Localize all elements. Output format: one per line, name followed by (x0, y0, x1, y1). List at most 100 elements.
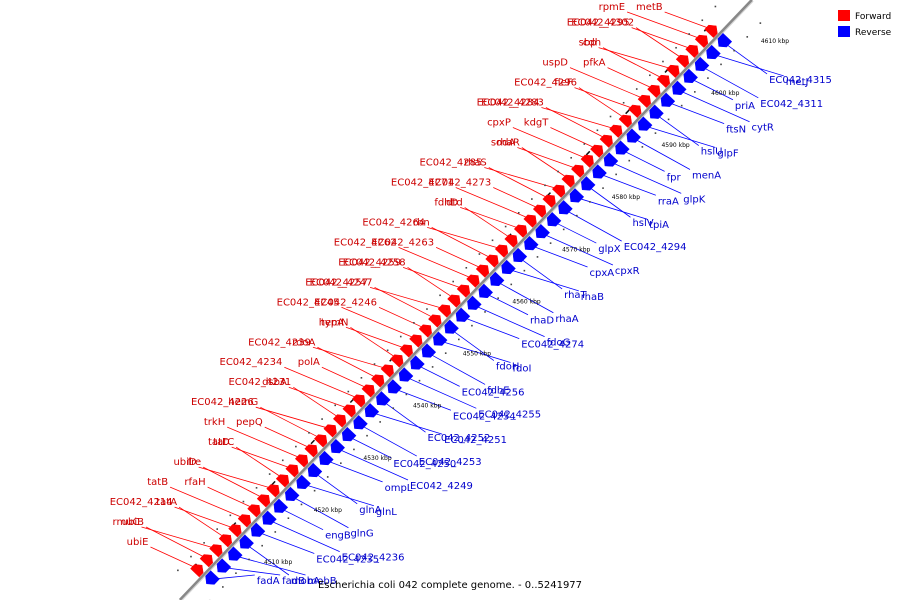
leader-line (312, 346, 390, 370)
gene-label-ec042-4253: EC042_4253 (419, 457, 482, 468)
leader-line (278, 507, 324, 531)
gene-label-rbn: rbn (413, 217, 430, 228)
gene-ec042-4274-arrow (455, 307, 471, 322)
gene-dsba-arrow (342, 404, 356, 418)
leader-line (598, 47, 675, 71)
leader-line (398, 247, 475, 280)
gene-fdoh-arrow (444, 319, 459, 334)
tick-label: 4550 kbp (463, 351, 491, 358)
gene-label-ec042-4236: EC042_4236 (342, 553, 405, 564)
gene-label-fdhe: fdhE (487, 385, 510, 396)
gene-label-tatd: tatD (208, 437, 230, 448)
gene-mobb-arrow (228, 546, 243, 561)
gene-label-ec042-4271: EC042_4271 (391, 177, 454, 188)
gene-label-cpxa: cpxA (590, 268, 615, 279)
leader-line (426, 352, 486, 385)
gene-cpxp-arrow (580, 154, 594, 168)
genome-caption: Escherichia coli 042 complete genome. - … (318, 580, 582, 591)
gene-label-ec042-4258: EC042_4258 (343, 257, 406, 268)
legend: Forward Reverse (838, 10, 892, 38)
tick-label: 4610 kbp (761, 38, 789, 45)
gene-label-pfka: pfkA (583, 58, 606, 69)
gene-label-fdoi: fdoI (512, 363, 531, 374)
gene-rpme-arrow (694, 34, 709, 48)
gene-ec042-4254-arrow (387, 379, 402, 394)
gene-tatd-arrow (285, 464, 299, 478)
leader-line (178, 506, 228, 540)
gene-label-mobb: mobB (308, 576, 337, 587)
leader-line (301, 483, 374, 507)
gene-ec042-4231-arrow (333, 414, 347, 428)
gene-label-ec042-4226: EC042_4226 (191, 397, 254, 408)
gene-hslv-arrow (581, 176, 596, 191)
gene-label-ec042-4251: EC042_4251 (444, 435, 507, 446)
gene-label-rhar: rhaR (496, 137, 519, 148)
gene-ec042-4262-arrow (466, 274, 480, 288)
leader-line (578, 87, 628, 120)
leader-line (460, 207, 523, 230)
gene-label-ec042-4283: EC042_4283 (481, 98, 544, 109)
backbone-line (178, 0, 754, 600)
gene-label-fdhd: fdhD (434, 197, 458, 208)
gene-fdoi-arrow (433, 331, 448, 346)
leader-line (233, 555, 306, 576)
legend-forward-swatch (838, 10, 850, 21)
leader-line (150, 546, 199, 570)
tick-label: 4590 kbp (661, 142, 689, 149)
gene-label-ompl: ompL (385, 483, 413, 494)
leader-line (369, 286, 447, 310)
gene-label-pepq: pepQ (236, 417, 263, 428)
leader-line (541, 107, 618, 130)
gene-pfka-arrow (647, 84, 661, 98)
gene-label-fre: fre (188, 457, 202, 468)
gene-kdgt-arrow (590, 144, 604, 158)
gene-label-soda: sodA (491, 138, 516, 149)
gene-ec042-4234-arrow (352, 394, 366, 408)
gene-label-cpxp: cpxP (487, 118, 511, 129)
leader-line (427, 227, 504, 250)
gene-label-fdoh: fdoH (496, 362, 520, 373)
gene-label-ec042-4296: EC042_4296 (514, 78, 577, 89)
gene-ec042-4294-arrow (558, 200, 573, 215)
gene-label-rdoa: rdoA (292, 337, 315, 348)
leader-line (545, 107, 609, 140)
leader-line (256, 531, 315, 554)
gene-label-rraa: rraA (658, 196, 679, 207)
gene-label-metb: metB (636, 2, 663, 13)
gene-label-ec042-4262: EC042_4262 (334, 237, 397, 248)
gene-ec042-4246-arrow (418, 324, 432, 338)
gene-rdoa-arrow (371, 374, 385, 388)
gene-ec042-4264-arrow (494, 244, 509, 258)
tick-label: 4510 kbp (264, 559, 292, 566)
leader-line (392, 387, 452, 411)
gene-rhab-arrow (501, 259, 516, 275)
tick-label: 4560 kbp (512, 298, 540, 305)
gene-glng-arrow (285, 486, 300, 501)
leader-line (404, 375, 477, 409)
leader-line (321, 366, 371, 390)
gene-label-ec042-4255: EC042_4255 (478, 409, 541, 420)
leader-line (449, 328, 495, 361)
gene-engb-arrow (273, 498, 289, 513)
gene-ec042-4263-arrow (475, 264, 490, 278)
leader-line (227, 426, 304, 460)
gene-label-fada: fadA (257, 576, 280, 587)
gene-features (190, 24, 733, 585)
leader-line (700, 65, 759, 99)
leader-line (231, 446, 294, 470)
gene-label-rhaa: rhaA (555, 314, 578, 325)
gene-cpxr-arrow (535, 224, 550, 239)
gene-label-ec042-4245: EC042_4245 (277, 297, 340, 308)
gene-label-tatb: tatB (147, 477, 168, 488)
gene-label-pria: priA (735, 101, 755, 112)
leader-line (169, 486, 247, 520)
leader-line (540, 232, 614, 266)
gene-label-cdh: cdh (583, 38, 601, 49)
gene-hemg-arrow (313, 434, 328, 448)
leader-line (345, 326, 409, 350)
gene-label-ec042-4254: EC042_4254 (453, 411, 516, 422)
gene-label-ec042-4285: EC042_4285 (419, 157, 482, 168)
gene-tata-arrow (218, 534, 233, 548)
leader-line (521, 147, 571, 180)
